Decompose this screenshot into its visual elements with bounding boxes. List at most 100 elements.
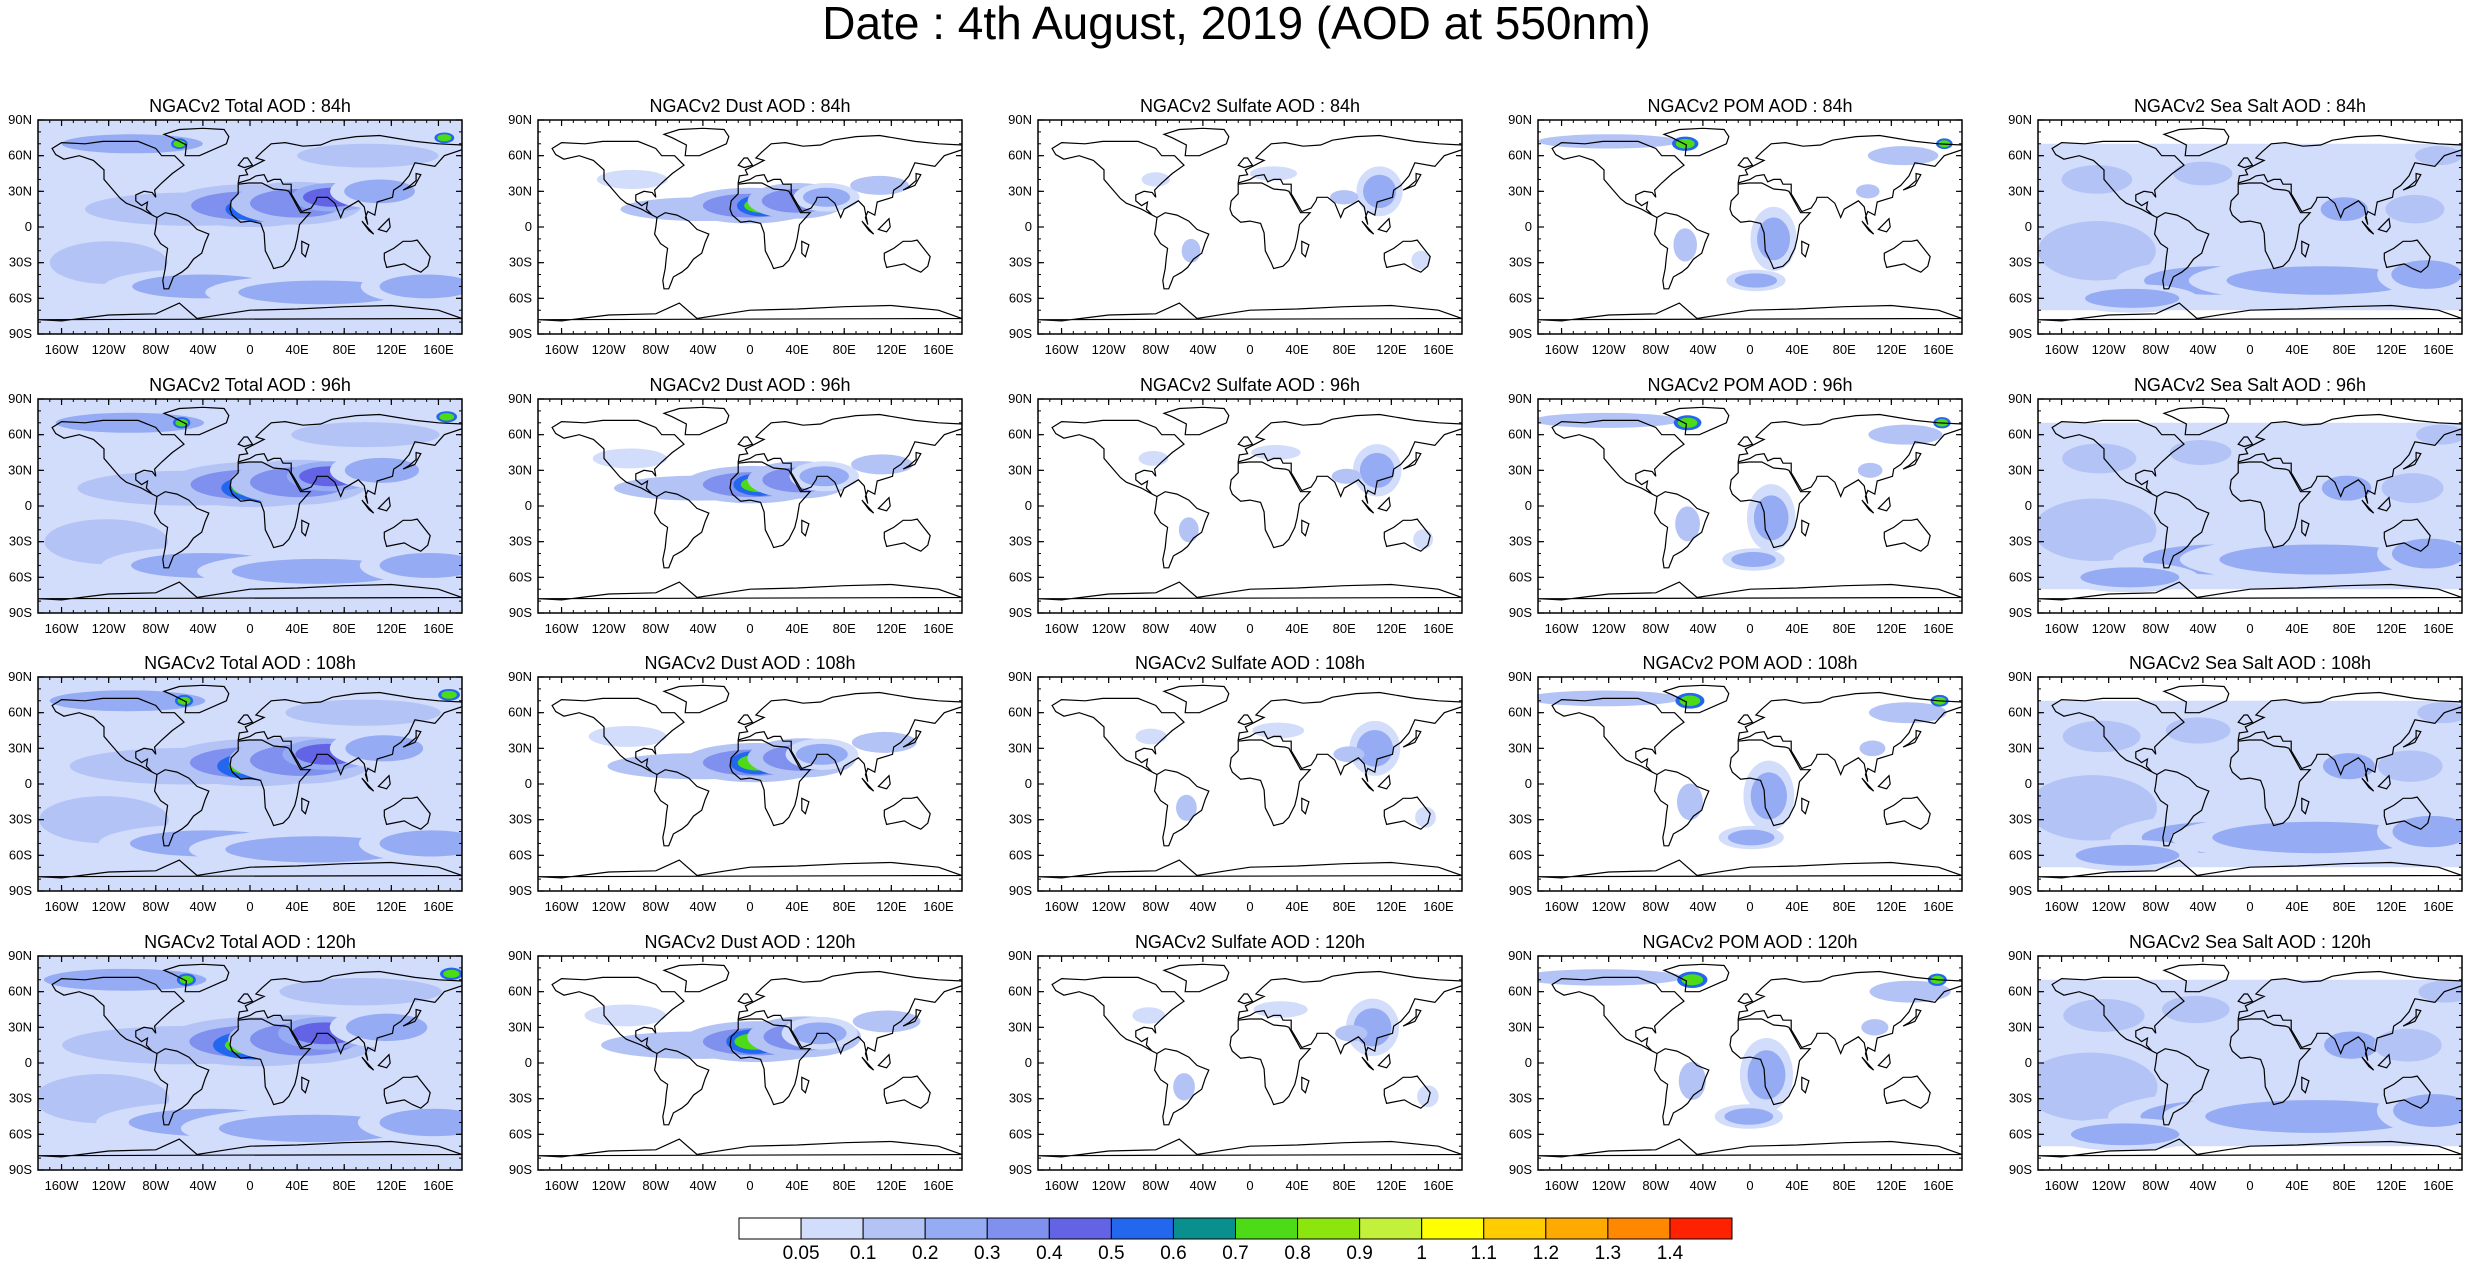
lon-label: 160E (1923, 342, 1954, 357)
coastline (1377, 496, 1391, 512)
aod-field (297, 143, 439, 168)
coastline (237, 413, 462, 504)
lon-label: 40W (1190, 621, 1217, 636)
coastline (2301, 519, 2310, 537)
aod-field (2161, 995, 2230, 1024)
aod-field (1750, 772, 1787, 820)
coastline (1237, 970, 1462, 1061)
lon-label: 160W (1045, 899, 1080, 914)
lon-label: 40W (1190, 1178, 1217, 1193)
lat-label: 90S (9, 326, 32, 341)
lon-label: 160E (1923, 1178, 1954, 1193)
lon-label: 120W (592, 899, 627, 914)
coastline (402, 729, 422, 748)
colorbar-label: 1.4 (1657, 1243, 1684, 1261)
aod-field (1747, 1050, 1786, 1100)
map-canvas: 90N 60N 30N 0 30S 60S 90S 160W 120W 80W 40W 0 40E 80E… (1508, 669, 1963, 914)
lat-label: 30N (8, 183, 32, 198)
lat-label: 90N (8, 669, 32, 684)
aod-field (61, 134, 203, 154)
lon-label: 120W (1592, 899, 1627, 914)
coastline (301, 519, 310, 537)
aod-field (2038, 775, 2157, 841)
coastline (1237, 993, 1254, 1005)
lon-label: 40E (1286, 1178, 1309, 1193)
aod-field (2205, 1100, 2422, 1133)
aod-field (43, 968, 207, 991)
lon-label: 40W (690, 899, 717, 914)
coastline (1383, 1075, 1431, 1109)
lon-label: 40W (690, 342, 717, 357)
lat-label: 30S (509, 1091, 532, 1106)
lat-label: 30N (1508, 740, 1532, 755)
coastline (1877, 774, 1891, 790)
coastline (1653, 769, 1710, 847)
lon-label: 160E (2423, 621, 2454, 636)
colorbar-swatch (1172, 1217, 1236, 1240)
colorbar-swatch (862, 1217, 926, 1240)
lon-label: 40W (190, 1178, 217, 1193)
map-canvas: 90N 60N 30N 0 30S 60S 90S 160W 120W 80W 40W 0 40E 80E… (508, 669, 963, 914)
lat-label: 90N (508, 391, 532, 406)
aod-field (1869, 980, 1951, 1003)
coastline (1737, 970, 1962, 1061)
lon-label: 160W (1545, 1178, 1580, 1193)
aod-field (2385, 194, 2445, 224)
lat-label: 90S (2009, 883, 2032, 898)
coastline (1402, 1008, 1422, 1027)
coastline (2237, 413, 2462, 504)
coastline (1301, 519, 1310, 537)
aod-field (2075, 844, 2180, 866)
lat-label: 90N (508, 112, 532, 127)
coastline (2361, 777, 2375, 792)
coastline (653, 769, 710, 847)
coastline (2361, 499, 2375, 514)
coastline (737, 413, 962, 504)
lon-label: 80W (1142, 1178, 1169, 1193)
map-canvas: 90N 60N 30N 0 30S 60S 90S 160W 120W 80W 40W 0 40E 80E… (8, 669, 463, 914)
coastline (301, 1076, 310, 1094)
lat-label: 90N (508, 948, 532, 963)
lon-label: 40W (690, 621, 717, 636)
lon-label: 40W (2190, 1178, 2217, 1193)
aod-field (1861, 1019, 1889, 1036)
aod-field (1141, 172, 1170, 187)
lon-label: 0 (2246, 342, 2253, 357)
coastline (153, 491, 210, 569)
coastline (1383, 239, 1431, 273)
lon-label: 0 (246, 899, 253, 914)
lat-label: 30N (2008, 462, 2032, 477)
lon-label: 80W (142, 342, 169, 357)
lon-label: 160E (2423, 1178, 2454, 1193)
lon-label: 80W (1642, 899, 1669, 914)
panel-title: NGACv2 Sulfate AOD : 108h (1134, 653, 1366, 673)
lon-label: 120E (1376, 1178, 1407, 1193)
coastline (653, 491, 710, 569)
coastline (361, 220, 375, 235)
lat-label: 60S (2009, 569, 2032, 584)
aod-field (173, 140, 186, 148)
aod-field (49, 690, 206, 712)
coastline (1361, 220, 1375, 235)
lat-label: 0 (1525, 498, 1532, 513)
coastline (38, 581, 462, 601)
lat-label: 0 (525, 776, 532, 791)
coastline (1538, 302, 1962, 322)
coastline (1902, 451, 1922, 470)
coastline (1653, 1048, 1710, 1126)
coastline (38, 859, 462, 879)
lat-label: 30S (1009, 812, 1032, 827)
coastline (2162, 684, 2230, 714)
lat-label: 60N (8, 427, 32, 442)
lat-label: 60N (508, 984, 532, 999)
coastline (377, 774, 391, 790)
coastline (153, 212, 210, 290)
lon-label: 80E (2333, 899, 2356, 914)
coastline (237, 993, 254, 1005)
lon-label: 80W (142, 1178, 169, 1193)
lat-label: 90N (2008, 391, 2032, 406)
lon-label: 160E (1923, 899, 1954, 914)
lon-label: 160W (45, 1178, 80, 1193)
coastline (883, 239, 931, 273)
